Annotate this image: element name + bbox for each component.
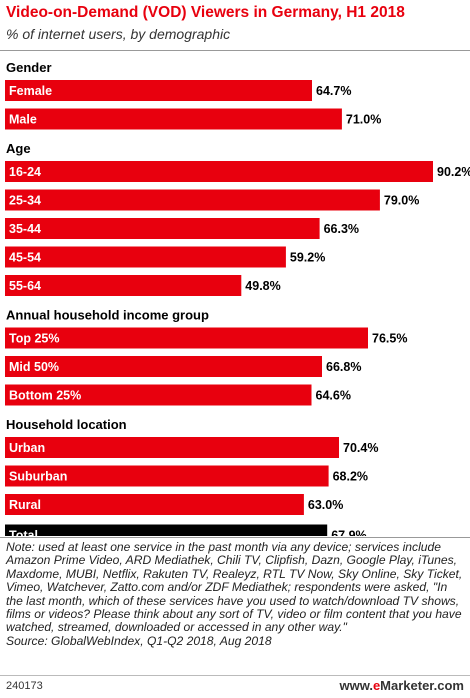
group-heading: Annual household income group [6, 308, 209, 323]
bar-value-label: 76.5% [372, 332, 407, 346]
bar-category-label: Total [9, 529, 38, 537]
bar-category-label: 35-44 [9, 222, 41, 236]
note-text: Note: used at least one service in the p… [6, 540, 463, 635]
footer-divider [0, 675, 470, 676]
bar-value-label: 71.0% [346, 113, 381, 127]
bar-value-label: 67.9% [331, 529, 366, 537]
bar-category-label: 16-24 [9, 165, 41, 179]
bar-category-label: Urban [9, 441, 45, 455]
chart-id: 240173 [6, 680, 43, 692]
bar-value-label: 70.4% [343, 441, 378, 455]
bar-value-label: 49.8% [245, 279, 280, 293]
bar-category-label: Suburban [9, 470, 67, 484]
bar [5, 108, 342, 130]
chart-title: Video-on-Demand (VOD) Viewers in Germany… [6, 4, 405, 21]
brand-suffix: Marketer.com [380, 678, 464, 693]
bar-value-label: 64.7% [316, 84, 351, 98]
brand-link[interactable]: www.eMarketer.com [339, 678, 464, 693]
group-heading: Age [6, 141, 31, 156]
chart-subtitle: % of internet users, by demographic [6, 26, 231, 42]
bar-value-label: 66.3% [324, 222, 359, 236]
bar-value-label: 59.2% [290, 251, 325, 265]
total-bar [5, 524, 328, 536]
bar-value-label: 79.0% [384, 194, 419, 208]
bar [5, 161, 433, 182]
bar-value-label: 68.2% [333, 470, 368, 484]
bar-value-label: 64.6% [316, 389, 351, 403]
bar [5, 327, 368, 349]
bar-category-label: Bottom 25% [9, 389, 81, 403]
bar [5, 275, 242, 296]
bar [5, 494, 304, 515]
bar-category-label: Mid 50% [9, 360, 59, 374]
bottom-divider [0, 537, 470, 538]
bar-value-label: 63.0% [308, 498, 343, 512]
group-heading: Gender [6, 60, 52, 75]
bar-category-label: Male [9, 113, 37, 127]
bar-category-label: Rural [9, 498, 41, 512]
bar [5, 356, 322, 377]
group-heading: Household location [6, 417, 127, 432]
source-text: Source: GlobalWebIndex, Q1-Q2 2018, Aug … [6, 633, 272, 648]
bar [5, 384, 312, 406]
bar-value-label: 90.2% [437, 165, 470, 179]
bar [5, 465, 329, 487]
brand-prefix: www. [339, 678, 373, 693]
bar-category-label: Top 25% [9, 332, 59, 346]
bar [5, 437, 339, 458]
bar-value-label: 66.8% [326, 360, 361, 374]
bar [5, 246, 286, 268]
bar [5, 218, 320, 239]
top-divider [0, 50, 470, 51]
brand-accent: e [372, 678, 381, 693]
bar-category-label: 55-64 [9, 279, 41, 293]
bar-category-label: 25-34 [9, 194, 41, 208]
chart-note: Note: used at least one service in the p… [6, 540, 466, 648]
bar [5, 80, 312, 101]
bar-category-label: Female [9, 84, 52, 98]
bar-category-label: 45-54 [9, 251, 41, 265]
bar [5, 189, 380, 211]
bar-chart: Gender Female 64.7% Male 71.0% Age 16-24 90.2% 2… [5, 60, 470, 537]
